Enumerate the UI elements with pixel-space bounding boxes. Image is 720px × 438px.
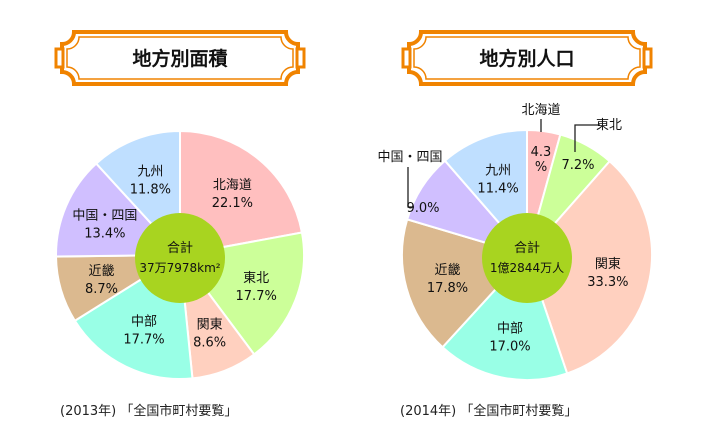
area-chart-category-label: 九州	[137, 165, 163, 180]
area-chart-value-label: 17.7%	[123, 332, 164, 347]
population-chart-value-label: 4.3	[531, 145, 552, 160]
population-chart-label-4: 近畿 17.8%	[427, 263, 468, 296]
population-chart-center-value: 1億2844万人	[490, 261, 564, 275]
population-chart-center	[482, 213, 572, 303]
population-chart-category-label: 九州	[485, 164, 511, 179]
population-chart-category-label: 関東	[595, 256, 621, 272]
area-chart-label-1: 東北 17.7%	[236, 270, 277, 304]
area-chart-frame: 地方別面積	[54, 30, 306, 86]
population-chart-label-6: 九州 11.4%	[477, 164, 518, 197]
area-chart-label-0: 北海道 22.1%	[212, 178, 253, 211]
area-chart-value-label: 8.6%	[193, 335, 226, 350]
population-chart-category-label: 中国・四国	[377, 150, 442, 165]
source-note-population: (2014年) 「全国市町村要覧」	[400, 404, 578, 419]
population-chart-title: 地方別人口	[479, 47, 574, 70]
population-chart-category-label: 中部	[497, 322, 523, 337]
area-chart-value-label: 11.8%	[130, 183, 171, 198]
area-chart-category-label: 近畿	[88, 264, 114, 279]
population-chart-center-label: 合計	[514, 240, 540, 256]
population-chart-label-3: 中部 17.0%	[489, 322, 530, 355]
population-chart-value-label: 17.8%	[427, 281, 468, 296]
area-chart-category-label: 関東	[197, 316, 223, 332]
population-chart-frame: 地方別人口	[401, 30, 653, 86]
area-chart-value-label: 13.4%	[84, 226, 125, 241]
area-chart-category-label: 北海道	[213, 178, 252, 193]
population-chart-label-1: 東北 7.2%	[561, 117, 622, 173]
population-chart-label-0: 北海道 4.3%	[521, 103, 560, 175]
area-chart-category-label: 中部	[131, 314, 157, 329]
population-chart-label-2: 関東 33.3%	[587, 256, 628, 290]
area-chart-label-6: 九州 11.8%	[130, 165, 171, 198]
area-chart-title: 地方別面積	[132, 47, 227, 70]
area-chart-center-value: 37万7978km²	[139, 261, 220, 275]
population-chart-value-label-unit: %	[535, 160, 547, 175]
area-chart-category-label: 中国・四国	[72, 208, 137, 223]
source-note-area: (2013年) 「全国市町村要覧」	[60, 404, 238, 419]
area-chart-center	[135, 213, 225, 303]
area-chart-slice-0	[179, 129, 304, 257]
area-chart-center-label: 合計	[167, 240, 193, 256]
area-chart-label-3: 中部 17.7%	[123, 314, 164, 347]
population-chart-value-label: 9.0%	[406, 201, 439, 216]
area-chart-value-label: 22.1%	[212, 196, 253, 211]
area-chart-label-4: 近畿 8.7%	[85, 264, 118, 297]
population-chart-category-label: 北海道	[521, 103, 560, 118]
area-chart-category-label: 東北	[243, 270, 269, 286]
population-chart-value-label: 11.4%	[477, 182, 518, 197]
area-chart-label-5: 中国・四国 13.4%	[72, 208, 137, 241]
population-chart-slice-2	[525, 159, 653, 375]
population-chart-value-label: 33.3%	[587, 275, 628, 290]
population-chart-value-label: 17.0%	[489, 340, 530, 355]
area-chart-value-label: 8.7%	[85, 282, 118, 297]
area-chart-label-2: 関東 8.6%	[193, 316, 226, 350]
area-chart-value-label: 17.7%	[236, 289, 277, 304]
population-chart-label-5: 中国・四国 9.0%	[377, 150, 442, 216]
population-chart-category-label: 近畿	[434, 263, 460, 278]
population-chart-category-label: 東北	[596, 117, 622, 133]
population-chart-value-label: 7.2%	[561, 158, 594, 173]
